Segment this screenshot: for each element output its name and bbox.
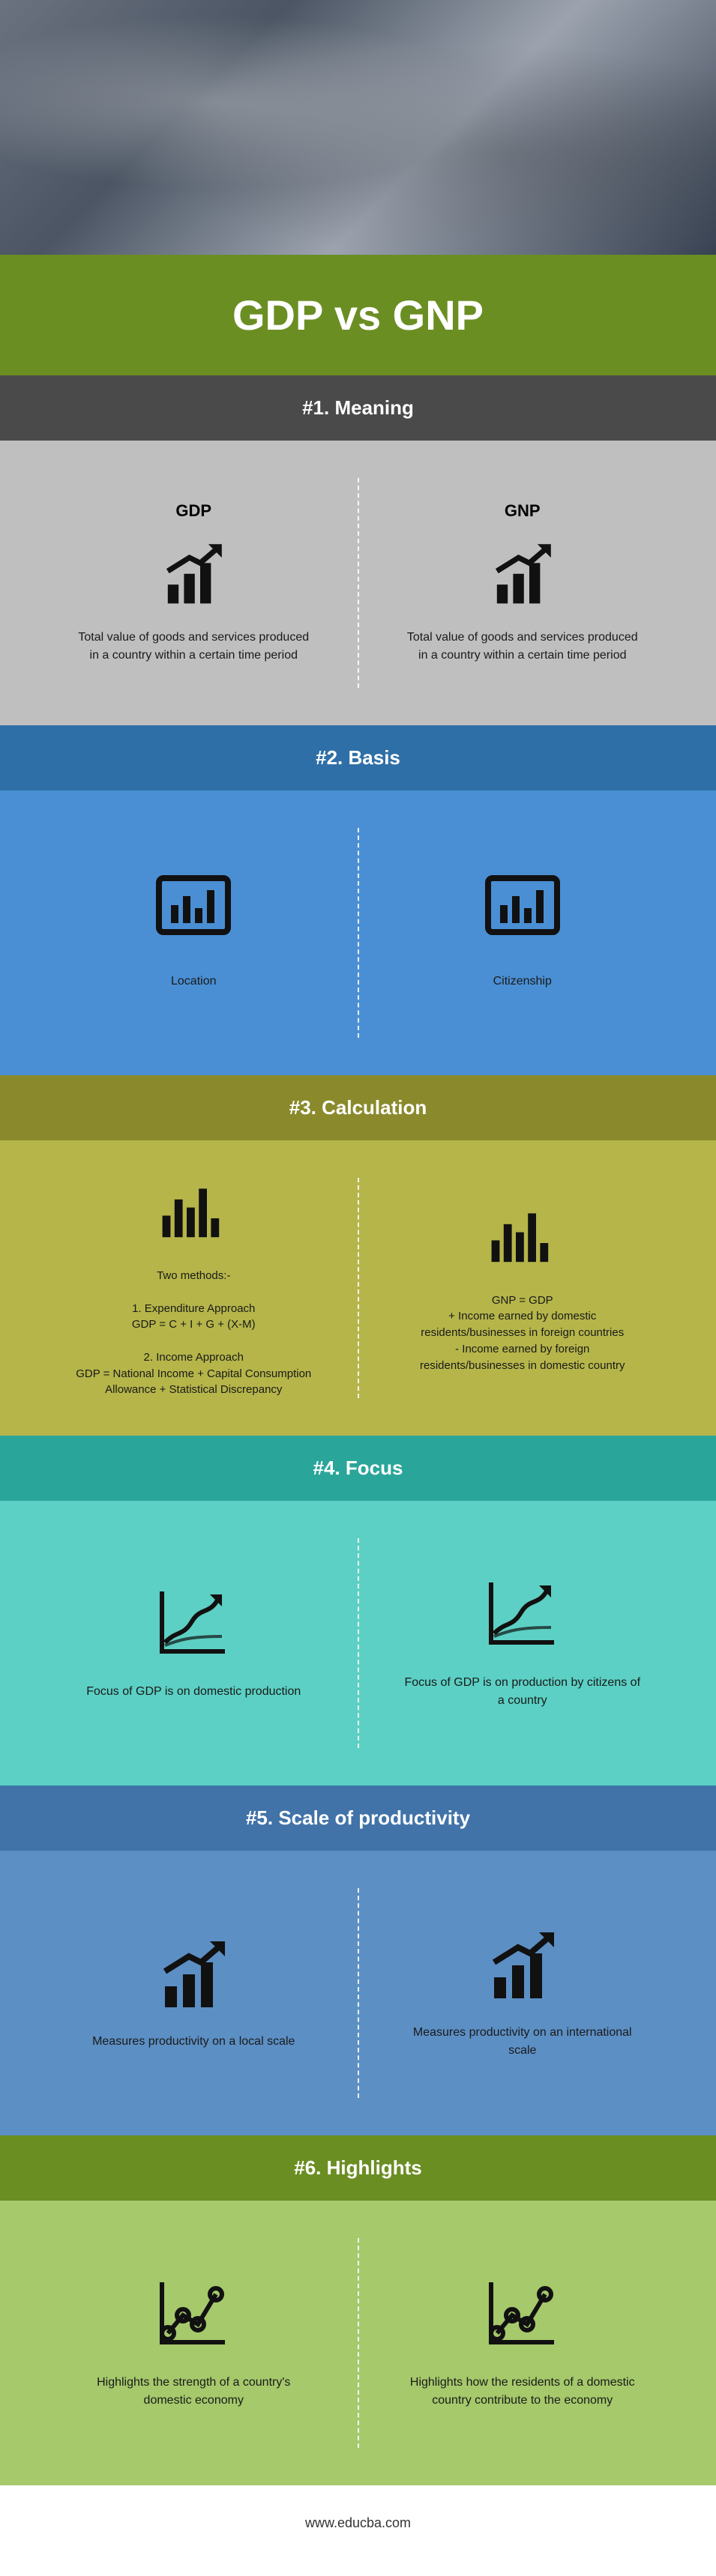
column-left: Focus of GDP is on domestic production — [30, 1585, 358, 1701]
page-title: GDP vs GNP — [0, 255, 716, 375]
bar-box-icon — [156, 875, 231, 950]
right-description: GNP = GDP+ Income earned by domestic res… — [403, 1292, 643, 1374]
left-description: Highlights the strength of a country's d… — [73, 2374, 313, 2410]
section-focus: #4. Focus Focus of GDP is on domestic pr… — [0, 1436, 716, 1786]
section-basis: #2. Basis Location Citizenship — [0, 725, 716, 1075]
column-right: GNP = GDP+ Income earned by domestic res… — [359, 1203, 687, 1374]
column-left: Location — [30, 875, 358, 991]
column-right: GNP Total value of goods and services pr… — [359, 501, 687, 665]
scatter-line-icon — [485, 2276, 560, 2351]
left-description: Location — [171, 973, 217, 991]
column-right: Citizenship — [359, 875, 687, 991]
line-chart-icon — [156, 1585, 231, 1660]
section-body: Focus of GDP is on domestic production F… — [0, 1501, 716, 1786]
section-header: #5. Scale of productivity — [0, 1786, 716, 1851]
bar-box-icon — [485, 875, 560, 950]
left-description: Two methods:-1. Expenditure ApproachGDP … — [73, 1268, 313, 1398]
column-left: Highlights the strength of a country's d… — [30, 2276, 358, 2410]
section-header: #2. Basis — [0, 725, 716, 790]
column-left: Two methods:-1. Expenditure ApproachGDP … — [30, 1178, 358, 1398]
hero-image — [0, 0, 716, 255]
line-chart-icon — [485, 1576, 560, 1651]
section-header: #4. Focus — [0, 1436, 716, 1501]
section-body: Measures productivity on a local scale M… — [0, 1851, 716, 2135]
column-left: Measures productivity on a local scale — [30, 1935, 358, 2051]
bar-arrow-icon — [156, 1935, 231, 2010]
section-meaning: #1. Meaning GDP Total value of goods and… — [0, 375, 716, 725]
right-description: Measures productivity on an internationa… — [403, 2024, 643, 2060]
bar-arrow-icon — [485, 1926, 560, 2001]
section-highlights: #6. Highlights Highlights the strength o… — [0, 2135, 716, 2485]
footer-url: www.educba.com — [0, 2485, 716, 2576]
bar-arrow-icon — [489, 539, 556, 606]
section-header: #6. Highlights — [0, 2135, 716, 2201]
scatter-line-icon — [156, 2276, 231, 2351]
left-description: Measures productivity on a local scale — [92, 2033, 295, 2051]
column-right: Measures productivity on an internationa… — [359, 1926, 687, 2060]
section-calculation: #3. Calculation Two methods:-1. Expendit… — [0, 1075, 716, 1436]
section-body: Two methods:-1. Expenditure ApproachGDP … — [0, 1140, 716, 1436]
right-description: Citizenship — [493, 973, 552, 991]
bar-arrow-icon — [160, 539, 227, 606]
right-description: Total value of goods and services produc… — [403, 629, 643, 665]
column-heading-left: GDP — [175, 501, 211, 521]
section-scale: #5. Scale of productivity Measures produ… — [0, 1786, 716, 2135]
column-heading-right: GNP — [505, 501, 541, 521]
column-right: Highlights how the residents of a domest… — [359, 2276, 687, 2410]
section-header: #1. Meaning — [0, 375, 716, 441]
section-header: #3. Calculation — [0, 1075, 716, 1140]
bars-mixed-icon — [489, 1203, 556, 1270]
section-body: Highlights the strength of a country's d… — [0, 2201, 716, 2485]
left-description: Focus of GDP is on domestic production — [86, 1683, 301, 1701]
column-right: Focus of GDP is on production by citizen… — [359, 1576, 687, 1710]
sections-container: #1. Meaning GDP Total value of goods and… — [0, 375, 716, 2485]
section-body: Location Citizenship — [0, 790, 716, 1075]
bars-mixed-icon — [160, 1178, 227, 1245]
section-body: GDP Total value of goods and services pr… — [0, 441, 716, 725]
right-description: Focus of GDP is on production by citizen… — [403, 1674, 643, 1710]
column-left: GDP Total value of goods and services pr… — [30, 501, 358, 665]
right-description: Highlights how the residents of a domest… — [403, 2374, 643, 2410]
left-description: Total value of goods and services produc… — [73, 629, 313, 665]
